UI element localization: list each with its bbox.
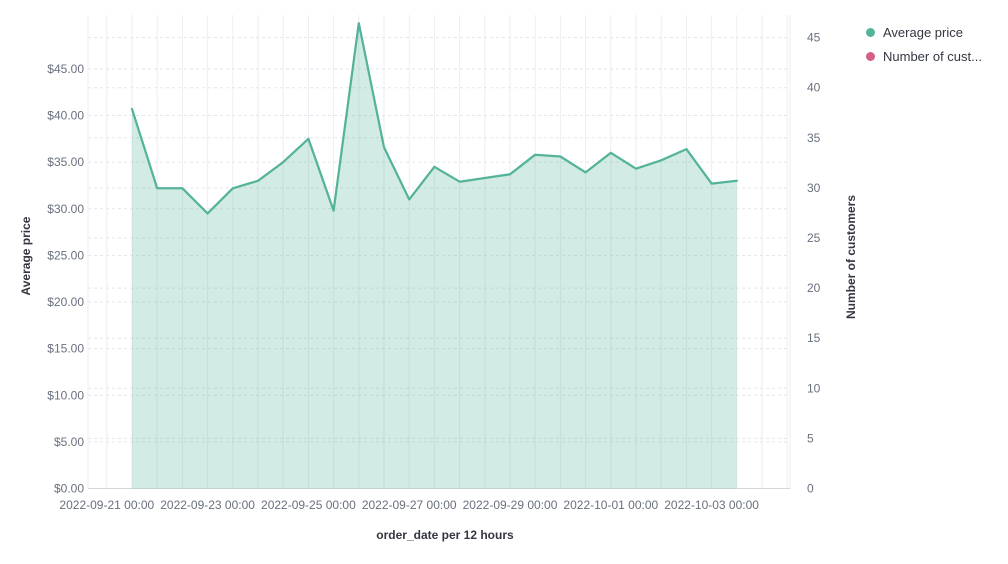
y-left-tick-label: $35.00 [47,155,84,169]
y-left-tick-label: $5.00 [54,435,84,449]
legend: Average price Number of cust... [866,25,982,64]
y-left-tick-label: $25.00 [47,248,84,262]
y-left-tick-label: $20.00 [47,295,84,309]
y-right-tick-label: 45 [807,31,821,45]
y-right-tick-label: 10 [807,381,821,395]
y-left-tick-label: $10.00 [47,388,84,402]
y-right-tick-label: 0 [807,482,814,496]
legend-dot-average-price-icon [866,28,875,37]
legend-label: Number of cust... [883,49,982,64]
x-axis-title: order_date per 12 hours [376,528,514,542]
y-left-tick-label: $40.00 [47,109,84,123]
y-right-tick-label: 20 [807,281,821,295]
legend-item-average-price[interactable]: Average price [866,25,982,40]
y-left-tick-label: $15.00 [47,342,84,356]
y-axis-right-title: Number of customers [844,194,858,320]
x-tick-label: 2022-09-23 00:00 [160,498,255,512]
y-right-tick-label: 35 [807,131,821,145]
x-tick-label: 2022-09-29 00:00 [463,498,558,512]
average-price-area-fill [132,23,737,489]
x-tick-label: 2022-10-03 00:00 [664,498,759,512]
x-tick-label: 2022-09-27 00:00 [362,498,457,512]
y-right-tick-label: 5 [807,431,814,445]
average-price-line [130,22,738,215]
y-axis-left-title: Average price [19,216,33,296]
x-tick-label: 2022-09-21 00:00 [59,498,154,512]
y-right-tick-label: 25 [807,231,821,245]
y-right-tick-label: 40 [807,81,821,95]
y-left-tick-label: $30.00 [47,202,84,216]
y-right-tick-label: 15 [807,331,821,345]
y-right-tick-label: 30 [807,181,821,195]
legend-item-number-of-customers[interactable]: Number of cust... [866,49,982,64]
x-tick-label: 2022-10-01 00:00 [563,498,658,512]
legend-dot-number-of-customers-icon [866,52,875,61]
x-tick-label: 2022-09-25 00:00 [261,498,356,512]
legend-label: Average price [883,25,963,40]
y-left-tick-label: $0.00 [54,482,84,496]
y-left-tick-label: $45.00 [47,62,84,76]
